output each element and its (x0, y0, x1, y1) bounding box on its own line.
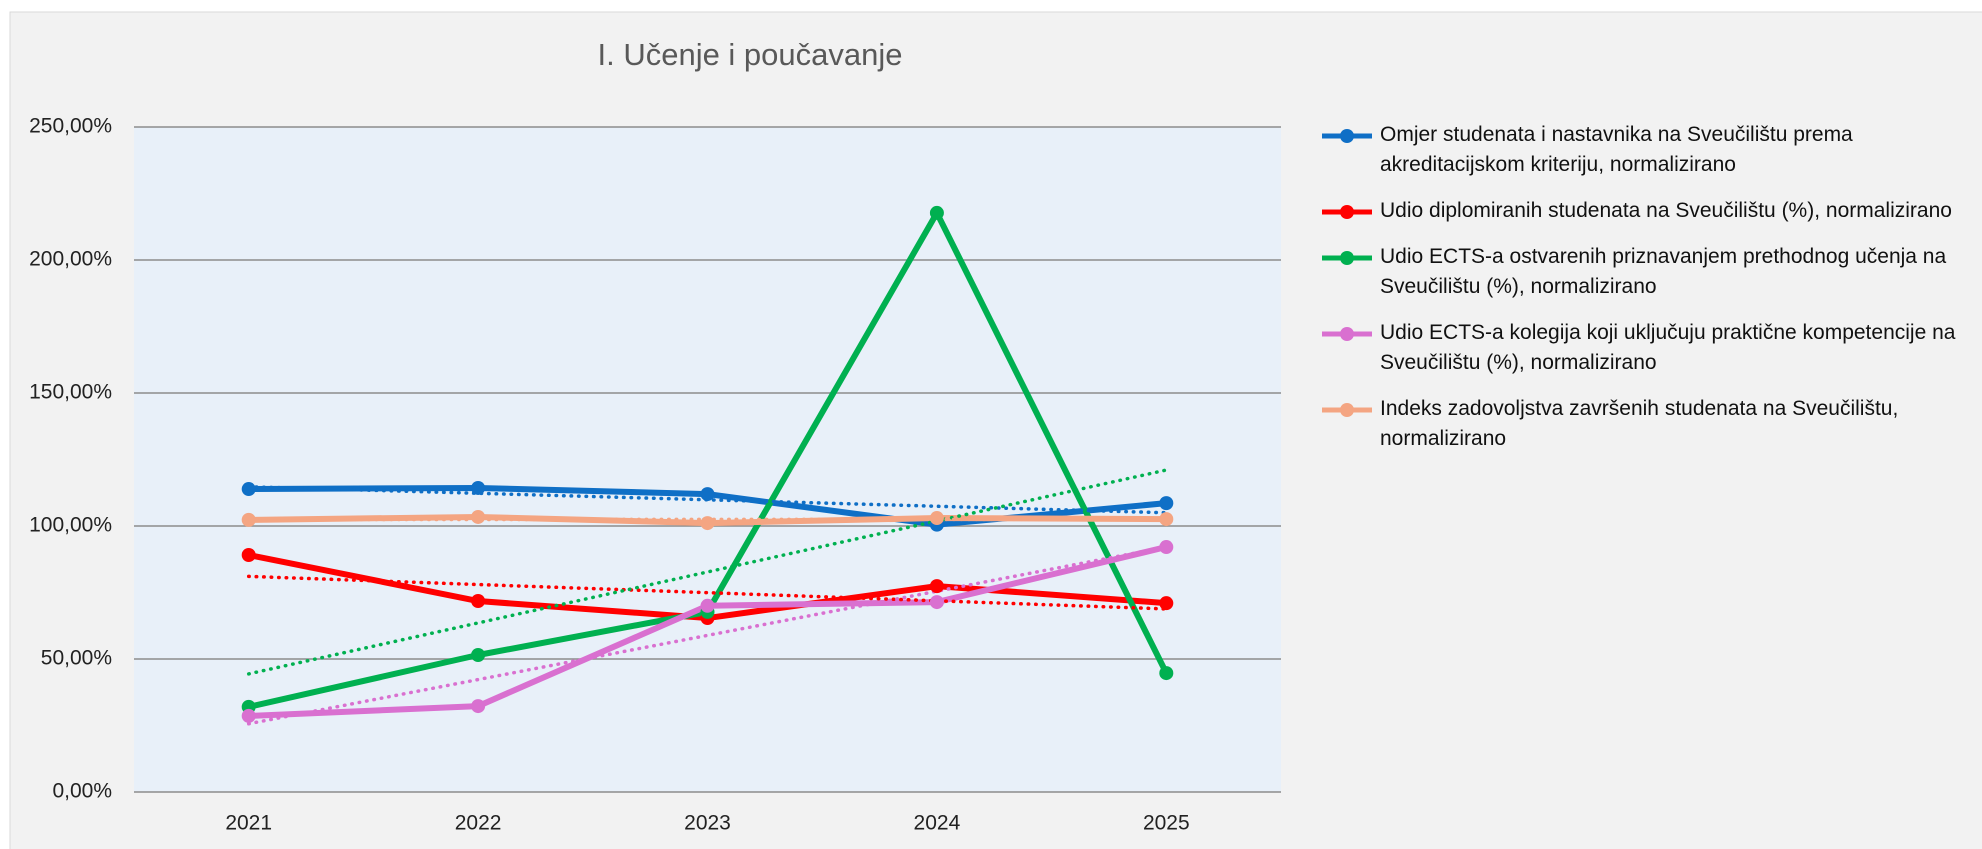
y-tick-label: 50,00% (41, 647, 112, 670)
x-tick-label: 2024 (914, 812, 961, 835)
legend: Omjer studenata i nastavnika na Sveučili… (1318, 120, 1978, 470)
chart-title: I. Učenje i poučavanje (597, 37, 902, 72)
legend-swatch (1322, 327, 1372, 341)
legend-label: Udio diplomiranih studenata na Sveučiliš… (1380, 199, 1952, 222)
data-point (1159, 540, 1174, 555)
data-point (241, 512, 256, 527)
y-tick-label: 200,00% (29, 248, 112, 271)
y-tick-label: 150,00% (29, 381, 112, 404)
x-tick-label: 2022 (455, 812, 502, 835)
legend-marker (1340, 403, 1354, 417)
data-point (700, 598, 715, 613)
y-tick-label: 0,00% (52, 780, 112, 803)
data-point (241, 708, 256, 723)
data-point (1159, 496, 1174, 511)
legend-label: Udio ECTS-a ostvarenih priznavanjem pret… (1380, 245, 1947, 298)
data-point (929, 595, 944, 610)
legend-swatch (1322, 129, 1372, 143)
legend-marker (1340, 327, 1354, 341)
data-point (471, 509, 486, 524)
legend-item: Omjer studenata i nastavnika na Sveučili… (1318, 120, 1978, 180)
data-point (241, 547, 256, 562)
y-tick-label: 100,00% (29, 514, 112, 537)
legend-item: Udio ECTS-a kolegija koji uključuju prak… (1318, 318, 1978, 378)
data-point (471, 480, 486, 495)
legend-label: Omjer studenata i nastavnika na Sveučili… (1380, 123, 1853, 176)
data-point (929, 579, 944, 594)
data-point (1159, 666, 1174, 681)
data-point (700, 487, 715, 502)
data-point (929, 511, 944, 526)
data-point (471, 699, 486, 714)
trendline (246, 574, 1169, 611)
data-point (471, 594, 486, 609)
trendline (246, 468, 1169, 676)
x-tick-label: 2021 (225, 812, 272, 835)
x-tick-label: 2025 (1143, 812, 1190, 835)
data-point (1159, 512, 1174, 527)
legend-item: Indeks zadovoljstva završenih studenata … (1318, 394, 1978, 454)
legend-swatch (1322, 205, 1372, 219)
data-point (241, 482, 256, 497)
legend-marker (1340, 251, 1354, 265)
legend-label: Udio ECTS-a kolegija koji uključuju prak… (1380, 321, 1956, 374)
data-point (471, 648, 486, 663)
plot-area (134, 127, 1281, 792)
legend-marker (1340, 129, 1354, 143)
legend-item: Udio ECTS-a ostvarenih priznavanjem pret… (1318, 242, 1978, 302)
y-tick-label: 250,00% (29, 115, 112, 138)
legend-swatch (1322, 403, 1372, 417)
data-point (700, 516, 715, 531)
legend-swatch (1322, 251, 1372, 265)
legend-label: Indeks zadovoljstva završenih studenata … (1380, 397, 1899, 450)
trendline (246, 545, 1169, 726)
data-point (1159, 596, 1174, 611)
legend-marker (1340, 205, 1354, 219)
x-tick-label: 2023 (684, 812, 731, 835)
legend-item: Udio diplomiranih studenata na Sveučiliš… (1318, 196, 1978, 226)
data-point (929, 205, 944, 220)
